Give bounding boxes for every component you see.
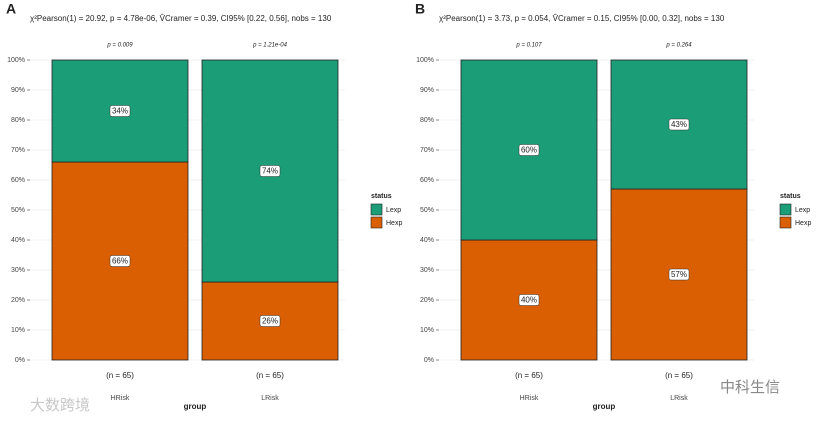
x-tick-label: LRisk: [261, 395, 279, 402]
y-tick-label: 90%: [11, 87, 25, 94]
value-label-box: [109, 105, 131, 117]
y-tick-label: 20%: [11, 297, 25, 304]
legend-label: Hexp: [386, 220, 402, 227]
x-tick-label: HRisk: [520, 395, 539, 402]
value-label: 26%: [262, 317, 278, 326]
value-label-box: [668, 118, 690, 131]
panel-label: B: [415, 1, 425, 17]
watermark: 中科生信: [720, 379, 780, 396]
subtitle: χ²Pearson(1) = 3.73, p = 0.054, V̂Cramer…: [439, 14, 725, 23]
value-label: 74%: [262, 167, 278, 176]
p-label: p = 0.009: [106, 43, 133, 49]
legend-key: [370, 203, 383, 216]
subtitle: χ²Pearson(1) = 20.92, p = 4.78e-06, V̂Cr…: [30, 14, 332, 23]
value-label: 34%: [112, 107, 128, 116]
legend-title: status: [371, 193, 392, 200]
value-label-box: [518, 144, 540, 156]
y-tick-label: 20%: [420, 297, 434, 304]
value-label: 43%: [671, 120, 687, 129]
value-label: 40%: [521, 296, 537, 305]
legend-key: [370, 216, 383, 229]
legend-label: Hexp: [795, 220, 811, 227]
y-tick-label: 10%: [420, 327, 434, 334]
count-label: (n = 65): [515, 371, 543, 380]
x-tick-label: HRisk: [111, 395, 130, 402]
y-tick-label: 10%: [11, 327, 25, 334]
y-tick-label: 50%: [420, 207, 434, 214]
panel-label: A: [6, 1, 16, 17]
p-label: p = 1.21e-04: [252, 43, 288, 49]
x-tick-label: LRisk: [670, 395, 688, 402]
watermark: 大数跨境: [30, 396, 90, 414]
legend-label: Lexp: [795, 207, 810, 214]
y-tick-label: 70%: [11, 147, 25, 154]
y-tick-label: 100%: [7, 57, 25, 64]
count-label: (n = 65): [256, 371, 284, 380]
y-tick-label: 80%: [11, 117, 25, 124]
y-tick-label: 60%: [11, 177, 25, 184]
y-tick-label: 50%: [11, 207, 25, 214]
value-label-box: [668, 268, 690, 281]
value-label-box: [518, 294, 540, 306]
value-label: 57%: [671, 270, 687, 279]
y-tick-label: 60%: [420, 177, 434, 184]
p-label: p = 0.264: [665, 43, 692, 49]
count-label: (n = 65): [665, 371, 693, 380]
value-label: 60%: [521, 146, 537, 155]
legend-label: Lexp: [386, 207, 401, 214]
y-tick-label: 0%: [15, 357, 25, 364]
y-tick-label: 90%: [420, 87, 434, 94]
count-label: (n = 65): [106, 371, 134, 380]
y-tick-label: 100%: [416, 57, 434, 64]
x-axis-title: group: [184, 402, 207, 411]
legend-key: [779, 203, 792, 216]
legend-key: [779, 216, 792, 229]
legend-title: status: [780, 193, 801, 200]
y-tick-label: 0%: [424, 357, 434, 364]
y-tick-label: 30%: [11, 267, 25, 274]
y-tick-label: 40%: [11, 237, 25, 244]
value-label-box: [259, 165, 281, 177]
value-label: 66%: [112, 257, 128, 266]
y-tick-label: 30%: [420, 267, 434, 274]
value-label-box: [259, 315, 281, 327]
x-axis-title: group: [593, 402, 616, 411]
y-tick-label: 40%: [420, 237, 434, 244]
p-label: p = 0.107: [515, 43, 542, 49]
y-tick-label: 80%: [420, 117, 434, 124]
y-tick-label: 70%: [420, 147, 434, 154]
value-label-box: [109, 255, 131, 267]
